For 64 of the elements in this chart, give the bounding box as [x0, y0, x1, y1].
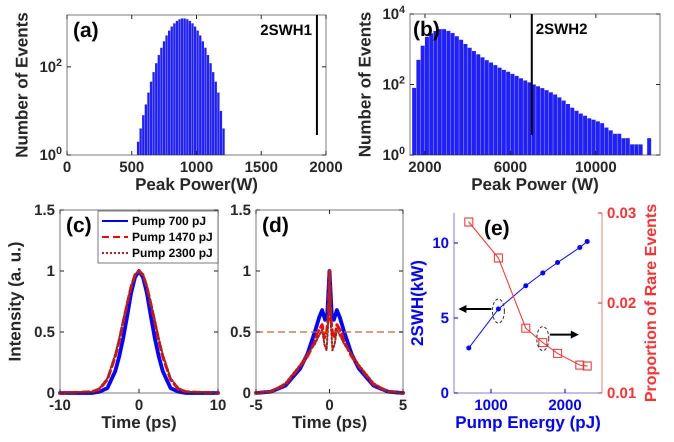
- x-tick-label: 1500: [244, 159, 278, 176]
- point: [575, 360, 584, 370]
- y-tick-label: 0.5: [34, 324, 55, 341]
- x-tick-label: 10: [210, 397, 226, 414]
- y2-axis-title: Proportion of Rare Events: [643, 204, 660, 402]
- y-tick-label: 5: [440, 310, 449, 327]
- point: [584, 239, 590, 244]
- x-tick-label: 0: [325, 397, 334, 414]
- y-tick-label: 1: [46, 263, 55, 280]
- point: [555, 260, 560, 265]
- x-axis-title: Peak Power(W): [135, 175, 258, 194]
- point: [496, 306, 501, 312]
- y-axis-title: Intensity (a. u.): [6, 242, 24, 362]
- y-tick-label: 10$^{2}$: [382, 74, 406, 94]
- y-axis-title: Number of Events: [12, 12, 32, 158]
- x-tick-label: 1000: [180, 159, 214, 176]
- point: [582, 362, 592, 370]
- chart-title: (b): [413, 18, 440, 41]
- y2-tick-label: 0.02: [607, 295, 636, 312]
- x-tick-label: 1000: [474, 397, 508, 414]
- y2-tick-label: 0.03: [607, 205, 636, 222]
- point: [464, 218, 474, 226]
- point: [494, 254, 503, 262]
- x-tick-label: 0: [134, 397, 144, 414]
- x-tick-label: 500: [119, 159, 144, 176]
- y-tick-label: 1.5: [34, 202, 55, 219]
- y-tick-label: 10$^{0}$: [39, 145, 62, 164]
- point: [523, 283, 528, 288]
- x-axis-title: Time (ps): [101, 413, 177, 432]
- legend-label: Pump 2300 pJ: [132, 246, 213, 260]
- y-axis-title: Number of Events: [356, 12, 374, 158]
- ref-line-label: 2SWH1: [260, 22, 312, 39]
- y-tick-label: 0.5: [230, 324, 251, 341]
- chart-title: (c): [66, 214, 92, 237]
- point: [553, 348, 562, 358]
- y-tick-label: 1.5: [230, 202, 251, 219]
- legend-label: Pump 700 pJ: [132, 214, 206, 228]
- chart-title: (e): [484, 217, 510, 240]
- y-tick-label: 1: [242, 263, 251, 280]
- x-tick-label: 6000: [494, 159, 528, 176]
- x-tick-label: 10000: [575, 159, 617, 176]
- point: [521, 324, 530, 333]
- point: [540, 270, 546, 276]
- point: [577, 245, 582, 250]
- x-axis-title: Peak Power (W): [471, 175, 599, 194]
- y-tick-label: 10$^{0}$: [382, 145, 406, 164]
- x-tick-label: 2000: [408, 159, 442, 176]
- x-tick-label: -5: [249, 397, 263, 414]
- x-axis-title: Pump Energy (pJ): [455, 413, 601, 432]
- x-tick-label: 2000: [309, 159, 343, 176]
- x-axis-title: Time (ps): [292, 413, 368, 432]
- x-tick-label: 2000: [548, 397, 582, 414]
- y-tick-label: 10: [432, 235, 449, 252]
- y-axis-title: 2SWH(kW): [408, 260, 427, 346]
- y2-tick-label: 0.01: [607, 385, 636, 402]
- y-tick-label: 0: [440, 385, 449, 402]
- point: [466, 346, 472, 350]
- y-tick-label: 0: [242, 385, 251, 402]
- ref-line-label: 2SWH2: [536, 21, 588, 38]
- chart-title: (d): [262, 214, 289, 237]
- y-tick-label: 10$^{2}$: [39, 56, 62, 76]
- y-tick-label: 10$^{4}$: [382, 4, 406, 23]
- legend-label: Pump 1470 pJ: [132, 230, 213, 244]
- chart-title: (a): [73, 19, 99, 42]
